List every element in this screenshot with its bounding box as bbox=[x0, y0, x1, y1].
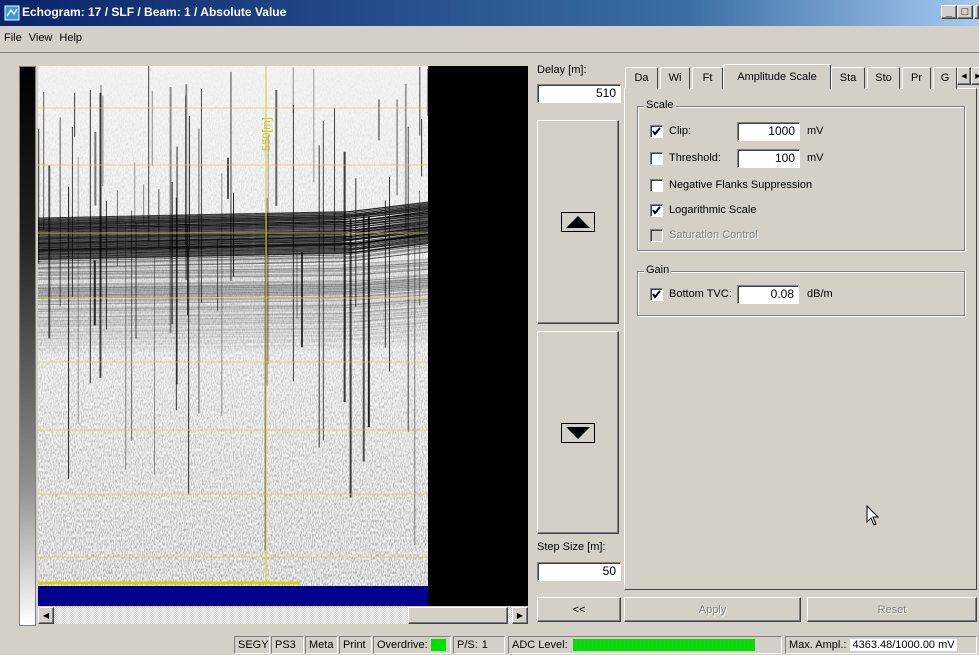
mouse-cursor bbox=[866, 505, 882, 529]
reset-button[interactable]: Reset bbox=[807, 597, 977, 622]
bottom-bar bbox=[38, 586, 428, 606]
tab-selected[interactable]: Amplitude Scale bbox=[723, 64, 831, 89]
step-input[interactable]: 50 bbox=[537, 562, 621, 581]
check-glyph bbox=[653, 291, 660, 297]
scroll-left[interactable]: ◀ bbox=[38, 607, 54, 624]
tab[interactable]: Sto bbox=[867, 67, 900, 89]
unit-label: dB/m bbox=[807, 288, 833, 300]
checkbox bbox=[650, 229, 663, 242]
status-value: 1 bbox=[482, 639, 488, 651]
tab-scroll-right[interactable]: ▶ bbox=[971, 67, 979, 85]
minimize-button[interactable]: _ bbox=[941, 5, 957, 19]
menu-item[interactable]: View bbox=[29, 32, 53, 44]
status-item: PS3 bbox=[271, 636, 304, 654]
tab[interactable]: Da bbox=[625, 67, 658, 89]
menu-item[interactable]: Help bbox=[59, 32, 82, 44]
adc-cell: ADC Level: bbox=[508, 636, 782, 654]
option-label: Logarithmic Scale bbox=[669, 204, 756, 216]
check-mark bbox=[651, 126, 662, 137]
scroll-thumb[interactable] bbox=[408, 607, 508, 624]
step-label: Step Size [m]: bbox=[537, 541, 605, 553]
checkbox[interactable] bbox=[650, 125, 663, 138]
title-bar: Echogram: 17 / SLF / Beam: 1 / Absolute … bbox=[0, 0, 979, 26]
tab[interactable]: Sta bbox=[831, 67, 865, 89]
check-mark bbox=[651, 205, 662, 216]
window: Echogram: 17 / SLF / Beam: 1 / Absolute … bbox=[0, 0, 979, 655]
checkbox[interactable] bbox=[650, 204, 663, 217]
apply-button[interactable]: Apply bbox=[624, 597, 801, 622]
check-glyph bbox=[653, 207, 660, 213]
status-label: Overdrive: bbox=[377, 639, 428, 651]
option-label: Saturation Control bbox=[669, 229, 758, 241]
menu-item[interactable]: File bbox=[4, 32, 22, 44]
down-arrow-icon bbox=[561, 423, 595, 443]
value-input[interactable]: 1000 bbox=[737, 122, 800, 141]
value-input[interactable]: 100 bbox=[737, 149, 800, 168]
status-label: Max. Ampl.: bbox=[789, 639, 846, 651]
overdrive-indicator bbox=[431, 639, 446, 651]
app-icon bbox=[4, 5, 20, 21]
unit-label: mV bbox=[807, 152, 824, 164]
depth-label: 550[m] bbox=[261, 117, 273, 151]
status-item: Meta bbox=[305, 636, 338, 654]
gain-group: Gain Bottom TVC:0.08dB/m bbox=[637, 271, 965, 316]
tab[interactable]: Wi bbox=[660, 67, 690, 89]
group-title: Scale bbox=[644, 99, 676, 111]
option-label: Negative Flanks Suppression bbox=[669, 179, 812, 191]
check-glyph bbox=[653, 128, 660, 134]
option-label: Clip: bbox=[669, 125, 691, 137]
status-label: P/S: bbox=[457, 639, 478, 651]
value-input[interactable]: 0.08 bbox=[737, 285, 799, 304]
horizontal-scrollbar[interactable]: ◀ ▶ bbox=[38, 607, 528, 624]
status-item: SEGY bbox=[234, 636, 270, 654]
max-ampl-cell: Max. Ampl.: 4363.48/1000.00 mV bbox=[785, 636, 977, 654]
tab-scroll-left[interactable]: ◀ bbox=[957, 67, 971, 85]
echogram: 550[m] bbox=[38, 66, 528, 606]
tab[interactable]: Ft bbox=[692, 67, 723, 89]
check-mark bbox=[651, 289, 662, 300]
tab-panel: Scale Clip: 1000 mV Threshold: 100 mV Negative… bbox=[624, 88, 977, 590]
status-label: ADC Level: bbox=[512, 639, 568, 651]
group-title: Gain bbox=[644, 264, 671, 276]
option-label: Bottom TVC: bbox=[669, 288, 732, 300]
menu-bar: File View Help bbox=[0, 28, 82, 48]
separator bbox=[0, 52, 979, 53]
overdrive-cell: Overdrive: bbox=[373, 636, 451, 654]
tab[interactable]: Pr bbox=[902, 67, 931, 89]
down-button[interactable] bbox=[537, 331, 619, 534]
ps-cell: P/S: 1 bbox=[453, 636, 505, 654]
adc-level-bar bbox=[573, 639, 755, 651]
color-scale bbox=[19, 66, 36, 626]
echogram-empty-area bbox=[428, 66, 528, 606]
checkbox[interactable] bbox=[650, 288, 663, 301]
option-label: Threshold: bbox=[669, 152, 721, 164]
window-title: Echogram: 17 / SLF / Beam: 1 / Absolute … bbox=[22, 5, 286, 19]
maximize-button[interactable]: □ bbox=[957, 5, 973, 19]
up-arrow-icon bbox=[561, 212, 595, 232]
close-button[interactable] bbox=[974, 5, 979, 19]
delay-input[interactable]: 510 bbox=[537, 84, 621, 103]
checkbox[interactable] bbox=[650, 152, 663, 165]
status-bar: SEGYPS3MetaPrint Overdrive: P/S: 1 ADC Level… bbox=[0, 635, 979, 655]
page: Echogram {"window": {"title": "Echogram:… bbox=[0, 0, 979, 655]
checkbox[interactable] bbox=[650, 179, 663, 192]
status-value: 4363.48/1000.00 mV bbox=[850, 639, 956, 651]
delay-label: Delay [m]: bbox=[537, 64, 587, 76]
status-item: Print bbox=[339, 636, 372, 654]
unit-label: mV bbox=[807, 125, 824, 137]
scroll-right[interactable]: ▶ bbox=[512, 607, 528, 624]
collapse-button[interactable]: << bbox=[537, 597, 621, 622]
up-button[interactable] bbox=[537, 120, 619, 324]
tab[interactable]: G bbox=[933, 67, 957, 89]
